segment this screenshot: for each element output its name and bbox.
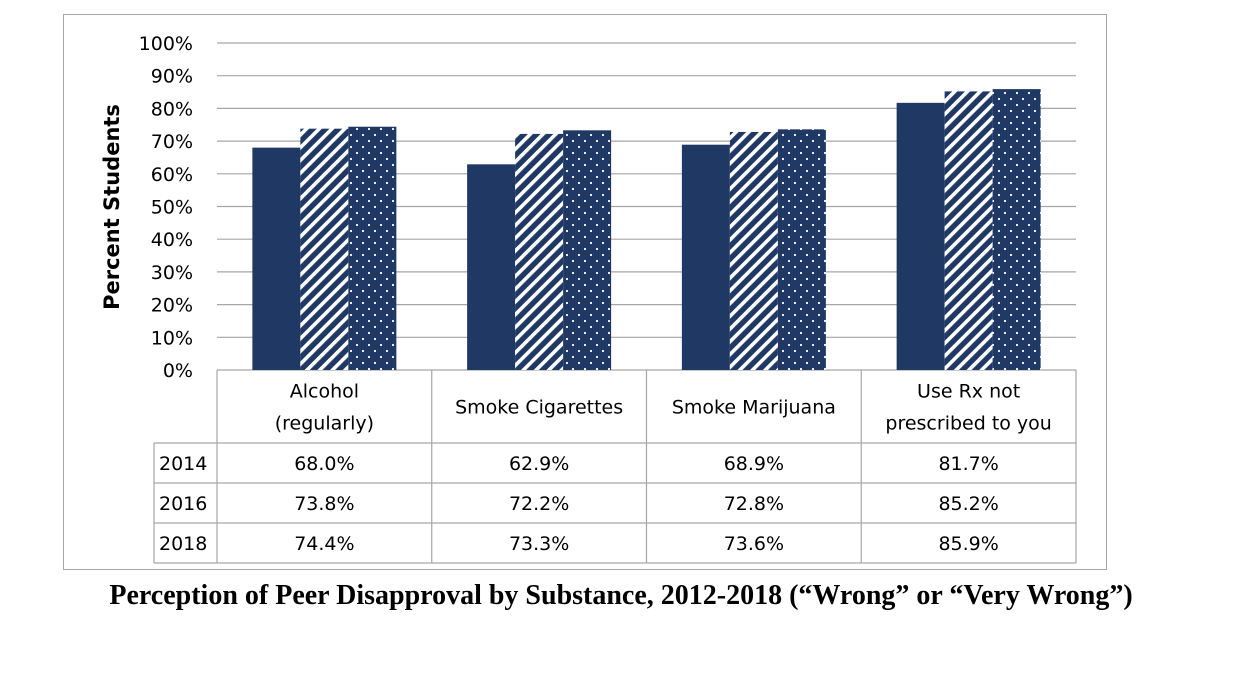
bars	[252, 89, 1041, 371]
y-tick-label: 10%	[151, 327, 193, 349]
y-tick-label: 70%	[151, 131, 193, 153]
data-label: 68.9%	[724, 453, 784, 475]
legend-series-2014: 2014	[159, 453, 207, 475]
bar-2016	[944, 91, 993, 371]
data-label: 73.6%	[724, 533, 784, 555]
y-axis-label: Percent Students	[100, 104, 124, 310]
legend-series-2018: 2018	[159, 533, 207, 555]
y-tick-label: 30%	[151, 262, 193, 284]
x-category-label: prescribed to you	[885, 413, 1051, 435]
data-label: 85.9%	[938, 533, 998, 555]
data-label: 72.2%	[509, 493, 569, 515]
bar-2014	[252, 147, 301, 370]
data-label: 62.9%	[509, 453, 569, 475]
chart-caption: Perception of Peer Disapproval by Substa…	[109, 580, 1133, 611]
y-tick-label: 40%	[151, 229, 193, 251]
y-tick-label: 50%	[151, 197, 193, 219]
y-tick-label: 80%	[151, 98, 193, 120]
data-label: 73.8%	[294, 493, 354, 515]
y-tick-label: 90%	[151, 66, 193, 88]
bar-2014	[467, 164, 516, 370]
x-category-label: Use Rx not	[917, 381, 1020, 403]
x-category-label: (regularly)	[275, 413, 374, 435]
bar-2018	[992, 89, 1041, 371]
bar-2016	[729, 131, 778, 370]
x-category-label: Alcohol	[290, 381, 359, 403]
y-axis: 0% 10% 20% 30% 40% 50% 60% 70% 80% 90% 100%	[139, 33, 193, 382]
bar-2016	[300, 128, 349, 370]
y-tick-label: 20%	[151, 295, 193, 317]
data-table: Alcohol (regularly) Smoke Cigarettes Smoke …	[153, 370, 1077, 564]
y-tick-label: 0%	[163, 360, 193, 382]
y-tick-label: 100%	[139, 33, 193, 55]
bar-2014	[896, 102, 945, 370]
bar-2018	[563, 130, 612, 370]
data-label: 73.3%	[509, 533, 569, 555]
data-label: 74.4%	[294, 533, 354, 555]
bar-2018	[348, 126, 397, 370]
bar-2014	[681, 144, 730, 370]
x-category-label: Smoke Marijuana	[672, 397, 836, 419]
bar-2016	[515, 133, 564, 370]
data-label: 72.8%	[724, 493, 784, 515]
data-label: 81.7%	[938, 453, 998, 475]
data-label: 85.2%	[938, 493, 998, 515]
data-label: 68.0%	[294, 453, 354, 475]
x-category-label: Smoke Cigarettes	[455, 397, 623, 419]
bar-2018	[777, 129, 826, 370]
y-tick-label: 60%	[151, 164, 193, 186]
legend-series-2016: 2016	[159, 493, 207, 515]
